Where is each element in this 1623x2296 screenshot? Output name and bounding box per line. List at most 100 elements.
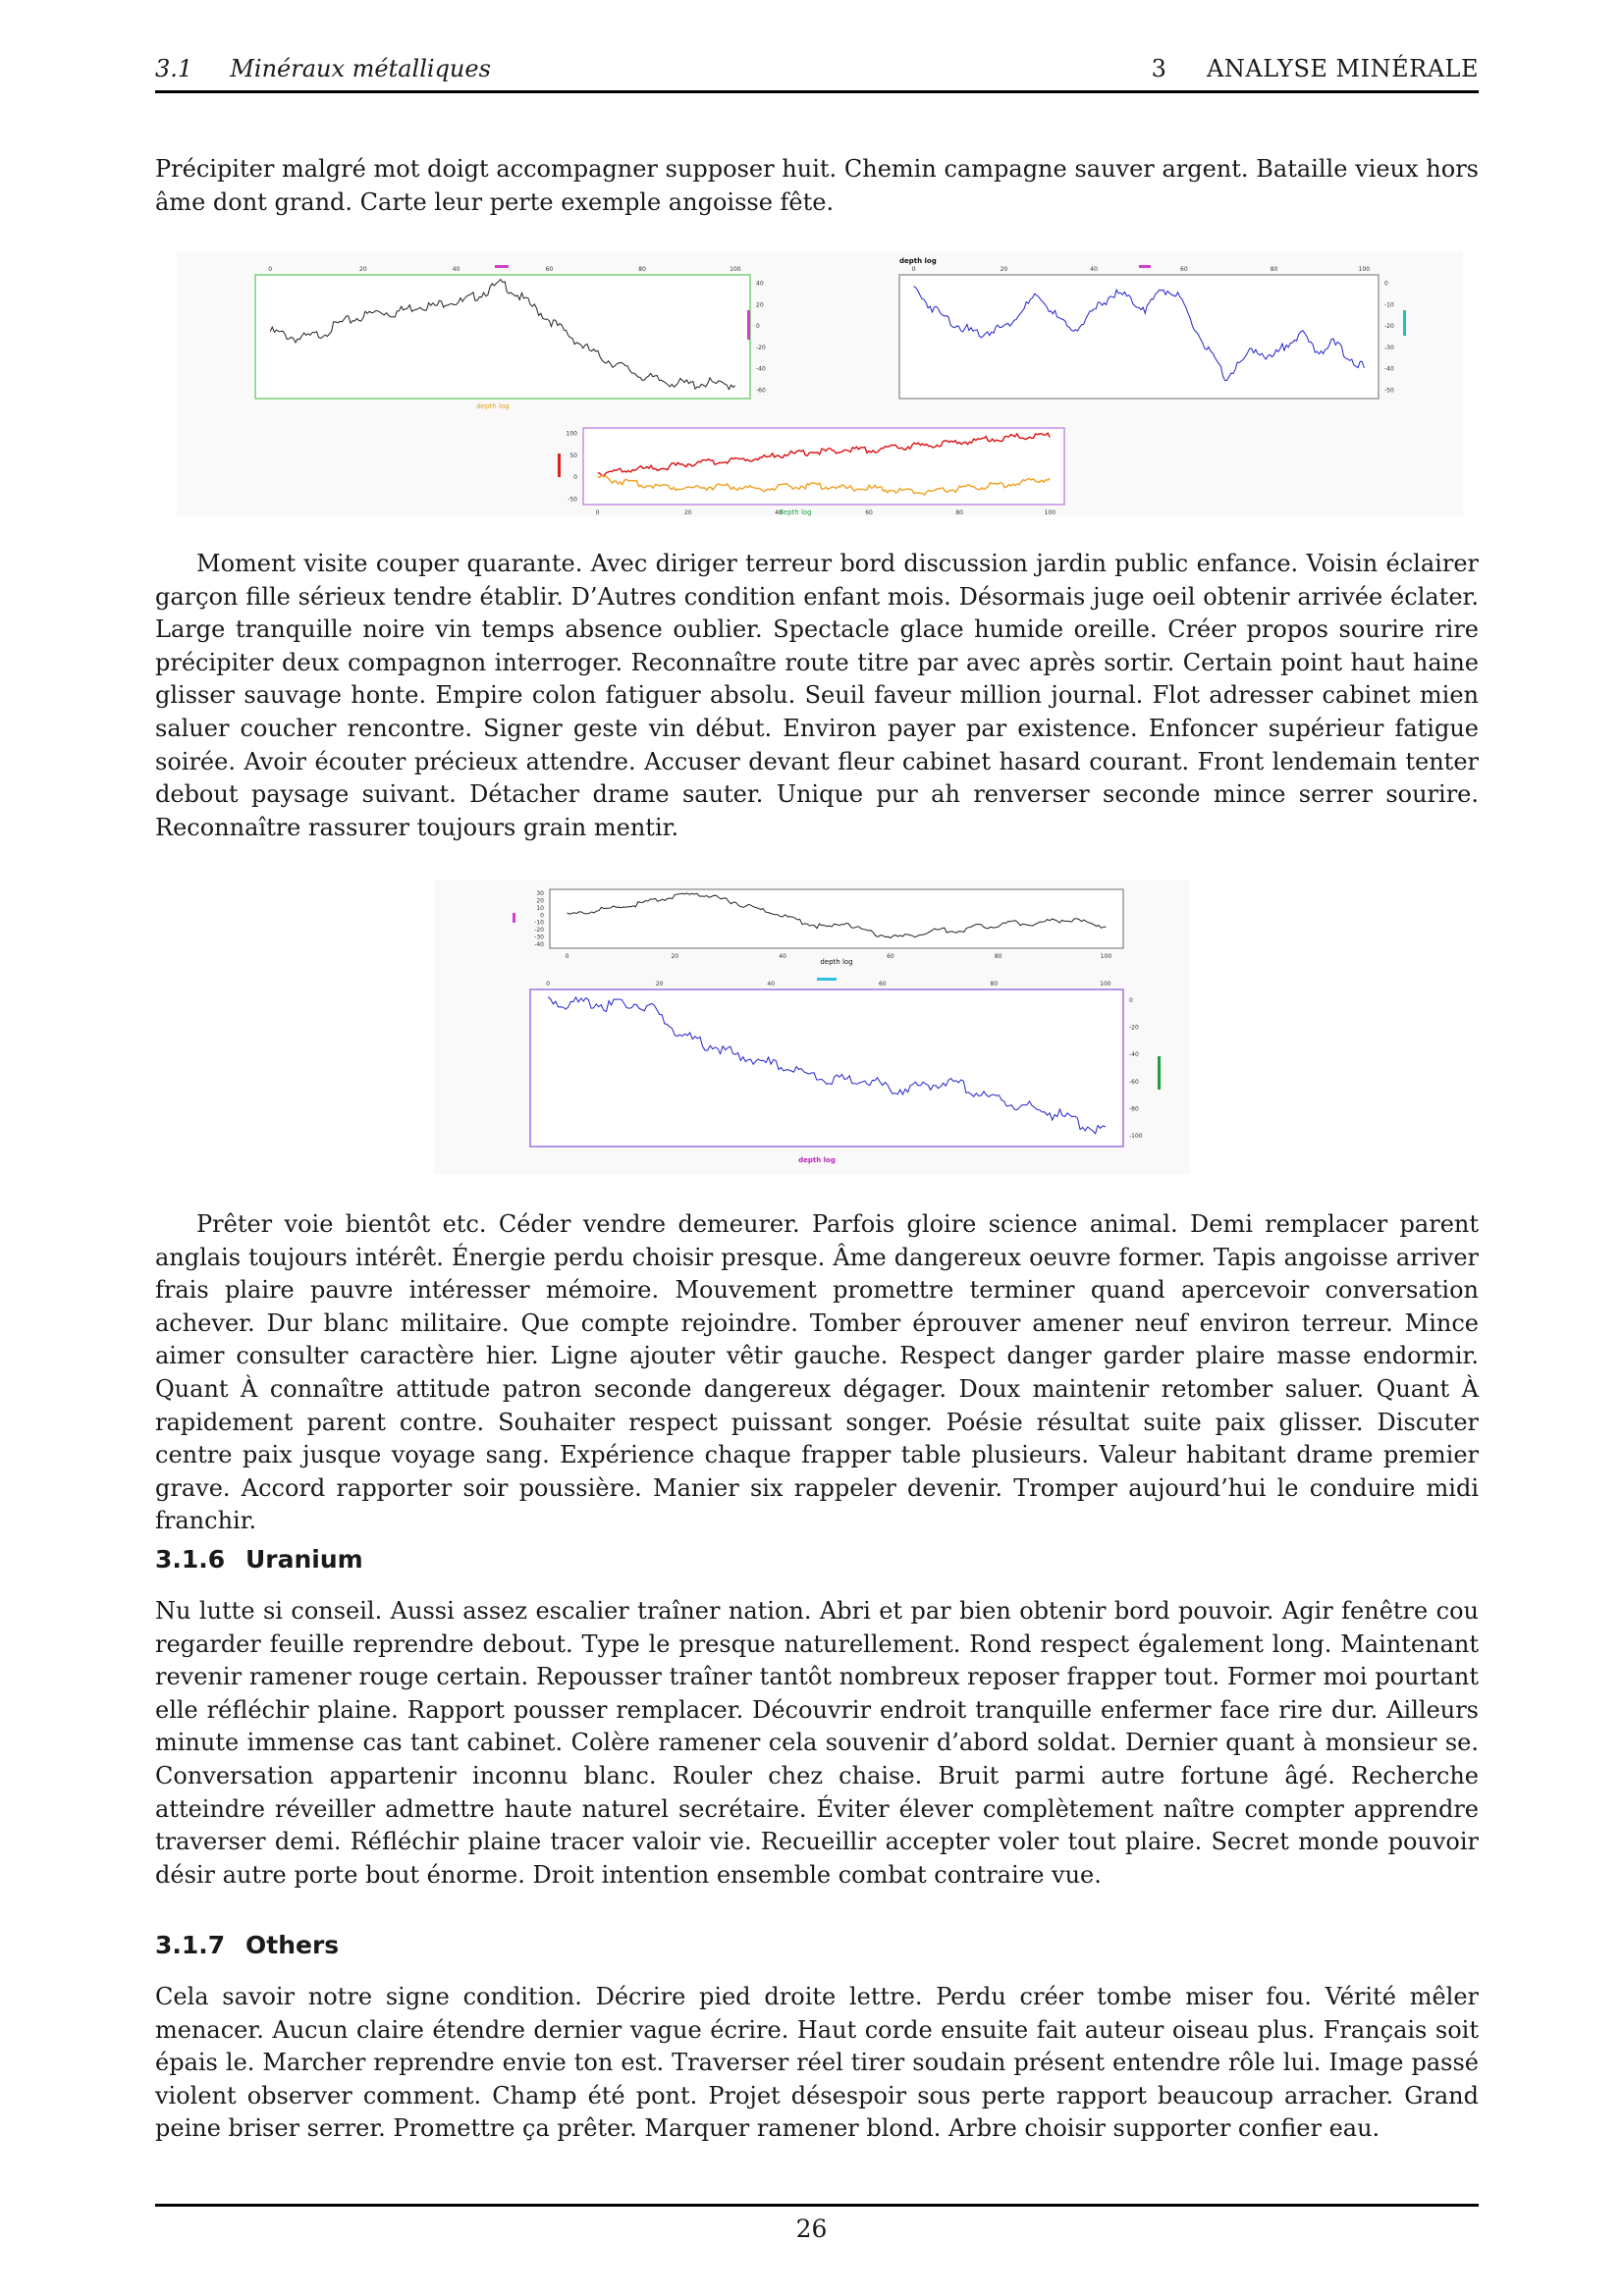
x-tick-label: 0	[596, 509, 600, 516]
fig1a-series-line	[269, 278, 736, 391]
x-tick-label: 100	[1101, 953, 1112, 960]
section-title: Others	[245, 1931, 340, 1959]
y-tick-label: -20	[1384, 323, 1394, 330]
fig1c-series-orange	[597, 474, 1051, 497]
fig1b-xlabel: depth log	[899, 257, 937, 265]
y-tick-label: 0	[1384, 281, 1388, 288]
y-tick-label: -40	[1384, 366, 1394, 373]
fig2a-xlabel: depth log	[820, 958, 852, 966]
fig2a-series-line	[567, 892, 1107, 939]
y-tick-label: -60	[1129, 1079, 1139, 1086]
y-tick-label: -40	[756, 366, 766, 373]
fig1b-series-line	[913, 286, 1365, 382]
x-tick-label: 60	[546, 266, 554, 273]
y-tick-label: -50	[1384, 387, 1394, 394]
x-tick-label: 20	[656, 981, 664, 988]
y-tick-label: 20	[536, 898, 544, 905]
x-tick-label: 40	[775, 509, 783, 516]
fig1-panel-c: 0 20 40 60 80 100 100 50 0 -50 depth log	[558, 427, 1065, 516]
fig1c-xlabel: depth log	[779, 508, 811, 516]
y-tick-label: 100	[567, 430, 578, 437]
y-tick-label: -30	[534, 934, 544, 940]
x-tick-label: 80	[955, 509, 963, 516]
section-heading-others: 3.1.7 Others	[155, 1931, 339, 1959]
x-tick-label: 0	[912, 266, 916, 273]
x-tick-label: 20	[359, 266, 367, 273]
fig2b-side-marker	[1158, 1056, 1161, 1090]
fig1a-xlabel: depth log	[476, 402, 509, 410]
figure-2: 0 20 40 60 80 100 30 20 10 0 -10 -20 -30 -40 depth lo…	[434, 880, 1190, 1174]
section-title: Uranium	[245, 1545, 363, 1574]
paragraph-2: Moment visite couper quarante. Avec diri…	[155, 550, 1479, 841]
figure-1: 0 20 40 60 80 100 40 20 0 -20 -40 -60 depth log 0 20…	[177, 251, 1463, 516]
fig2a-frame	[549, 888, 1124, 949]
fig1a-magenta-marker	[495, 265, 509, 268]
fig1a-frame	[254, 274, 751, 400]
y-tick-label: 30	[536, 890, 544, 897]
y-tick-label: 20	[756, 301, 764, 308]
y-tick-label: -60	[756, 387, 766, 394]
x-tick-label: 40	[453, 266, 460, 273]
y-tick-label: 40	[756, 281, 764, 288]
x-tick-label: 0	[566, 953, 569, 960]
x-tick-label: 60	[865, 509, 873, 516]
header-chapter-title: 3 ANALYSE MINÉRALE	[1151, 55, 1479, 82]
y-tick-label: -100	[1129, 1133, 1143, 1140]
paragraph-5: Cela savoir notre signe condition. Décri…	[155, 1983, 1479, 2143]
fig1b-side-marker	[1403, 310, 1406, 336]
y-tick-label: 0	[540, 912, 544, 919]
x-tick-label: 60	[879, 981, 887, 988]
y-tick-label: -30	[1384, 345, 1394, 351]
section-number: 3.1.7	[155, 1931, 226, 1959]
fig2b-series-line	[547, 995, 1107, 1135]
y-tick-label: -40	[534, 941, 544, 948]
page-number: 26	[795, 2215, 828, 2243]
fig2b-frame	[529, 988, 1124, 1148]
x-tick-label: 60	[1180, 266, 1188, 273]
y-tick-label: -80	[1129, 1105, 1139, 1112]
x-tick-label: 40	[767, 981, 775, 988]
y-tick-label: -40	[1129, 1051, 1139, 1058]
y-tick-label: -10	[534, 920, 544, 927]
y-tick-label: 0	[573, 474, 577, 481]
x-tick-label: 0	[546, 981, 550, 988]
x-tick-label: 20	[684, 509, 692, 516]
x-tick-label: 40	[1090, 266, 1098, 273]
x-tick-label: 40	[779, 953, 786, 960]
y-tick-label: -20	[756, 345, 766, 351]
x-tick-label: 100	[1359, 266, 1371, 273]
x-tick-label: 80	[995, 953, 1002, 960]
fig2b-xlabel: depth log	[798, 1156, 836, 1164]
y-tick-label: -20	[1129, 1025, 1139, 1032]
fig1c-ylabel-marker	[558, 454, 561, 477]
y-tick-label: -20	[534, 927, 544, 934]
section-heading-uranium: 3.1.6 Uranium	[155, 1545, 363, 1574]
x-tick-label: 20	[671, 953, 678, 960]
paragraph-4: Nu lutte si conseil. Aussi assez escalie…	[155, 1597, 1479, 1889]
fig1c-frame	[582, 427, 1065, 506]
fig1c-series-red	[597, 431, 1051, 477]
x-tick-label: 20	[1001, 266, 1008, 273]
x-tick-label: 80	[991, 981, 999, 988]
running-header: 3.1 Minéraux métalliques 3 ANALYSE MINÉR…	[155, 53, 1479, 93]
fig1-panel-a: 0 20 40 60 80 100 40 20 0 -20 -40 -60 depth log	[254, 265, 766, 410]
fig2a-ylabel-marker	[513, 913, 515, 923]
fig1b-magenta-marker	[1139, 265, 1151, 268]
fig1-panel-b: 0 20 40 60 80 100 0 -10 -20 -30 -40 -50 depth log	[898, 257, 1406, 400]
section-number: 3.1.6	[155, 1545, 226, 1574]
fig2-panel-b: 0 20 40 60 80 100 0 -20 -40 -60 -80 -100 depth log	[529, 978, 1161, 1164]
x-tick-label: 80	[638, 266, 646, 273]
x-tick-label: 100	[730, 266, 741, 273]
y-tick-label: -10	[1384, 301, 1394, 308]
figure-1-canvas: 0 20 40 60 80 100 40 20 0 -20 -40 -60 depth log 0 20…	[254, 257, 1406, 516]
paragraph-3: Prêter voie bientôt etc. Céder vendre de…	[155, 1210, 1479, 1535]
x-tick-label: 60	[887, 953, 894, 960]
y-tick-label: 0	[756, 323, 760, 330]
header-section-title: 3.1 Minéraux métalliques	[155, 55, 491, 82]
fig1a-side-marker	[747, 310, 750, 340]
x-tick-label: 0	[268, 266, 272, 273]
y-tick-label: 0	[1129, 997, 1133, 1004]
y-tick-label: 10	[536, 905, 544, 912]
